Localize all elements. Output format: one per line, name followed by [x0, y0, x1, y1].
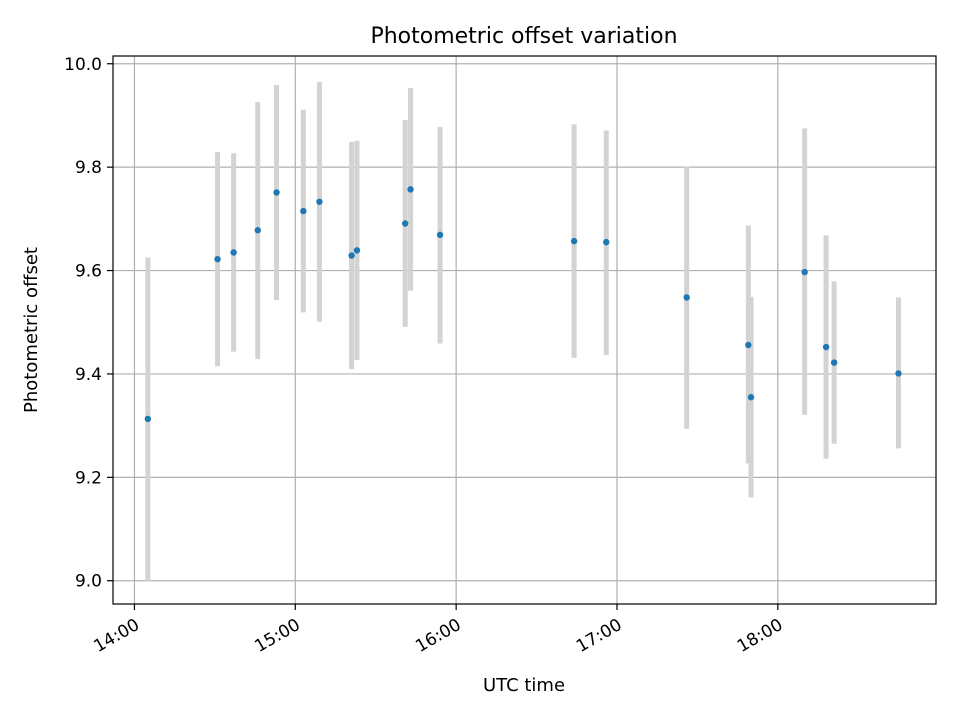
y-tick-label: 9.0 [75, 572, 102, 592]
data-point [683, 294, 690, 301]
y-axis-label: Photometric offset [21, 247, 42, 413]
data-point [254, 227, 261, 234]
data-point [214, 255, 221, 263]
data-point [402, 220, 409, 227]
data-point [895, 370, 902, 377]
data-point [830, 359, 838, 366]
data-point [801, 268, 808, 276]
data-point [570, 237, 578, 245]
chart-title: Photometric offset variation [370, 24, 677, 49]
data-point [603, 238, 610, 246]
data-point [747, 394, 755, 401]
data-point [353, 247, 361, 254]
grid [113, 56, 936, 604]
y-tick-label: 9.6 [75, 262, 102, 282]
data-point [407, 186, 414, 193]
data-point [144, 415, 152, 423]
data-point [822, 343, 830, 351]
data-point [273, 189, 280, 196]
data-point [316, 198, 323, 205]
data-point [745, 341, 752, 349]
plot-frame [112, 55, 937, 605]
y-tick-label: 10.0 [64, 55, 102, 75]
y-tick-label: 9.4 [75, 365, 102, 385]
y-tick-label: 9.8 [75, 158, 102, 178]
x-axis-label: UTC time [483, 675, 565, 696]
data-point [300, 207, 307, 215]
data-points [144, 186, 902, 423]
y-axis-ticks: 9.0 9.2 9.4 9.6 9.8 10.0 [64, 55, 113, 592]
data-point [348, 252, 355, 259]
data-point [230, 249, 237, 256]
data-point [436, 231, 444, 239]
y-tick-label: 9.2 [75, 468, 102, 488]
